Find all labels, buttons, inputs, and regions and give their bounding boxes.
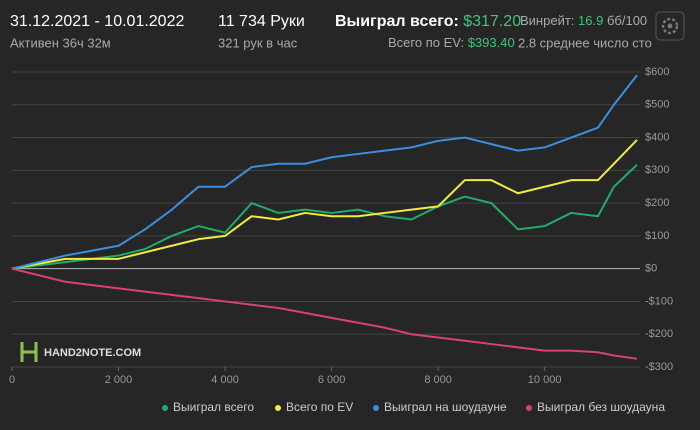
won-total: Выиграл всего: $317.20: [335, 13, 521, 30]
series-line: [11, 74, 638, 270]
y-tick-label: $100: [645, 230, 669, 242]
logo-mark: [20, 342, 38, 362]
x-tick-label: 0: [9, 374, 15, 386]
y-tick-label: $0: [645, 263, 657, 275]
active-time: Активен 36ч 32м: [10, 35, 111, 50]
won-label: Выиграл всего:: [335, 13, 459, 30]
hands-per-hour: 321 рук в час: [218, 35, 298, 50]
y-tick-label: $500: [645, 99, 669, 111]
ev-label: Всего по EV:: [388, 35, 464, 50]
legend-marker: [373, 405, 379, 411]
y-tick-label: $400: [645, 131, 669, 143]
gear[interactable]: [661, 17, 679, 35]
x-tick-label: 6 000: [318, 374, 346, 386]
legend-marker: [526, 405, 532, 411]
x-tick-label: 10 000: [528, 374, 562, 386]
x-tick-label: 8 000: [424, 374, 452, 386]
winrate-unit: бб/100: [607, 13, 647, 28]
legend-marker: [275, 405, 281, 411]
winrate-value: 16.9: [578, 13, 603, 28]
legend-label: Выиграл всего: [173, 400, 254, 414]
x-tick-label: 2 000: [105, 374, 133, 386]
series-line: [11, 139, 638, 270]
ev-total: Всего по EV: $393.40: [388, 35, 515, 50]
legend-label: Выиграл без шоудауна: [537, 400, 665, 414]
legend-label: Всего по EV: [286, 400, 353, 414]
hands: 11 734 Руки: [218, 13, 305, 30]
logo-text: HAND2NOTE.COM: [44, 347, 141, 359]
series-line: [11, 164, 638, 270]
legend-marker: [162, 405, 168, 411]
legend-label: Выиграл на шоудауне: [384, 400, 507, 414]
series-line: [11, 267, 638, 360]
tables: 2.8 среднее число сто: [518, 35, 652, 50]
y-tick-label: $300: [645, 164, 669, 176]
ev-value: $393.40: [468, 35, 515, 50]
settings-frame[interactable]: [655, 11, 685, 41]
settings-button[interactable]: [655, 11, 685, 41]
plot: -$300 -$200 -$100 $0 $100 $200 $300 $400 $500 $60…: [9, 66, 673, 414]
winrate: Винрейт: 16.9 бб/100: [520, 13, 647, 28]
y-tick-label: -$100: [645, 295, 673, 307]
won-value: $317.20: [463, 13, 521, 30]
y-tick-label: -$200: [645, 328, 673, 340]
y-tick-label: $600: [645, 66, 669, 78]
x-tick-label: 4 000: [211, 374, 239, 386]
winrate-label: Винрейт:: [520, 13, 574, 28]
dates: 31.12.2021 - 10.01.2022: [10, 13, 184, 30]
logo: HAND2NOTE.COM: [20, 342, 141, 362]
y-tick-label: -$300: [645, 361, 673, 373]
y-tick-label: $200: [645, 197, 669, 209]
gear-center[interactable]: [667, 23, 673, 29]
